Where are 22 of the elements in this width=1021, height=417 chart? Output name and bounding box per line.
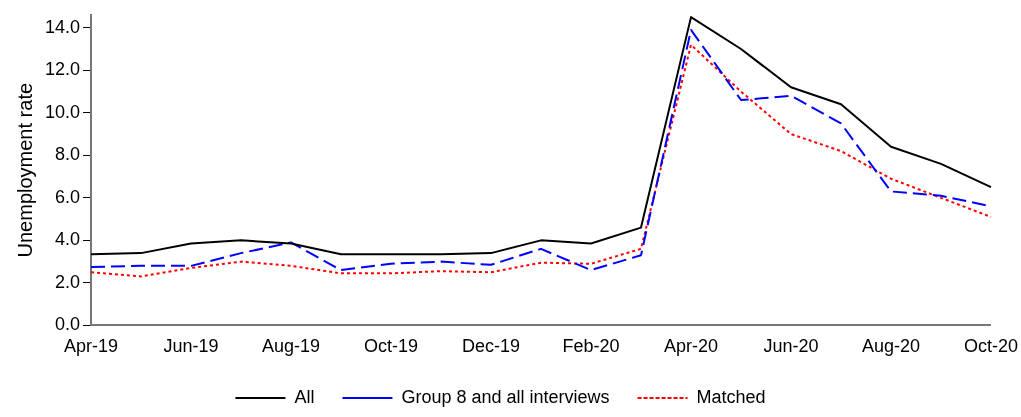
y-tick-label: 2.0 bbox=[55, 271, 81, 292]
x-tick-label: Oct-19 bbox=[364, 336, 419, 357]
x-tick-label: Jun-19 bbox=[163, 336, 219, 357]
y-tick-label: 6.0 bbox=[55, 186, 81, 207]
legend-label: Matched bbox=[696, 386, 766, 407]
x-tick-label: Jun-20 bbox=[763, 336, 819, 357]
y-tick-label: 10.0 bbox=[44, 101, 81, 122]
x-tick-label: Aug-19 bbox=[262, 336, 321, 357]
y-tick-label: 0.0 bbox=[55, 314, 81, 335]
y-axis-title: Unemployment rate bbox=[13, 82, 36, 258]
x-tick-label: Apr-20 bbox=[663, 336, 719, 357]
x-tick-label: Aug-20 bbox=[861, 336, 921, 357]
x-tick-label: Dec-19 bbox=[462, 336, 521, 357]
y-tick-label: 12.0 bbox=[44, 59, 81, 80]
x-tick-label: Oct-20 bbox=[963, 336, 1019, 357]
legend-label: All bbox=[294, 386, 315, 407]
legend-label: Group 8 and all interviews bbox=[401, 386, 610, 407]
y-tick-label: 8.0 bbox=[55, 144, 81, 165]
x-tick-label: Apr-19 bbox=[64, 336, 119, 357]
x-tick-label: Feb-20 bbox=[562, 336, 620, 357]
y-tick-label: 14.0 bbox=[44, 16, 81, 37]
y-tick-label: 4.0 bbox=[55, 229, 81, 250]
